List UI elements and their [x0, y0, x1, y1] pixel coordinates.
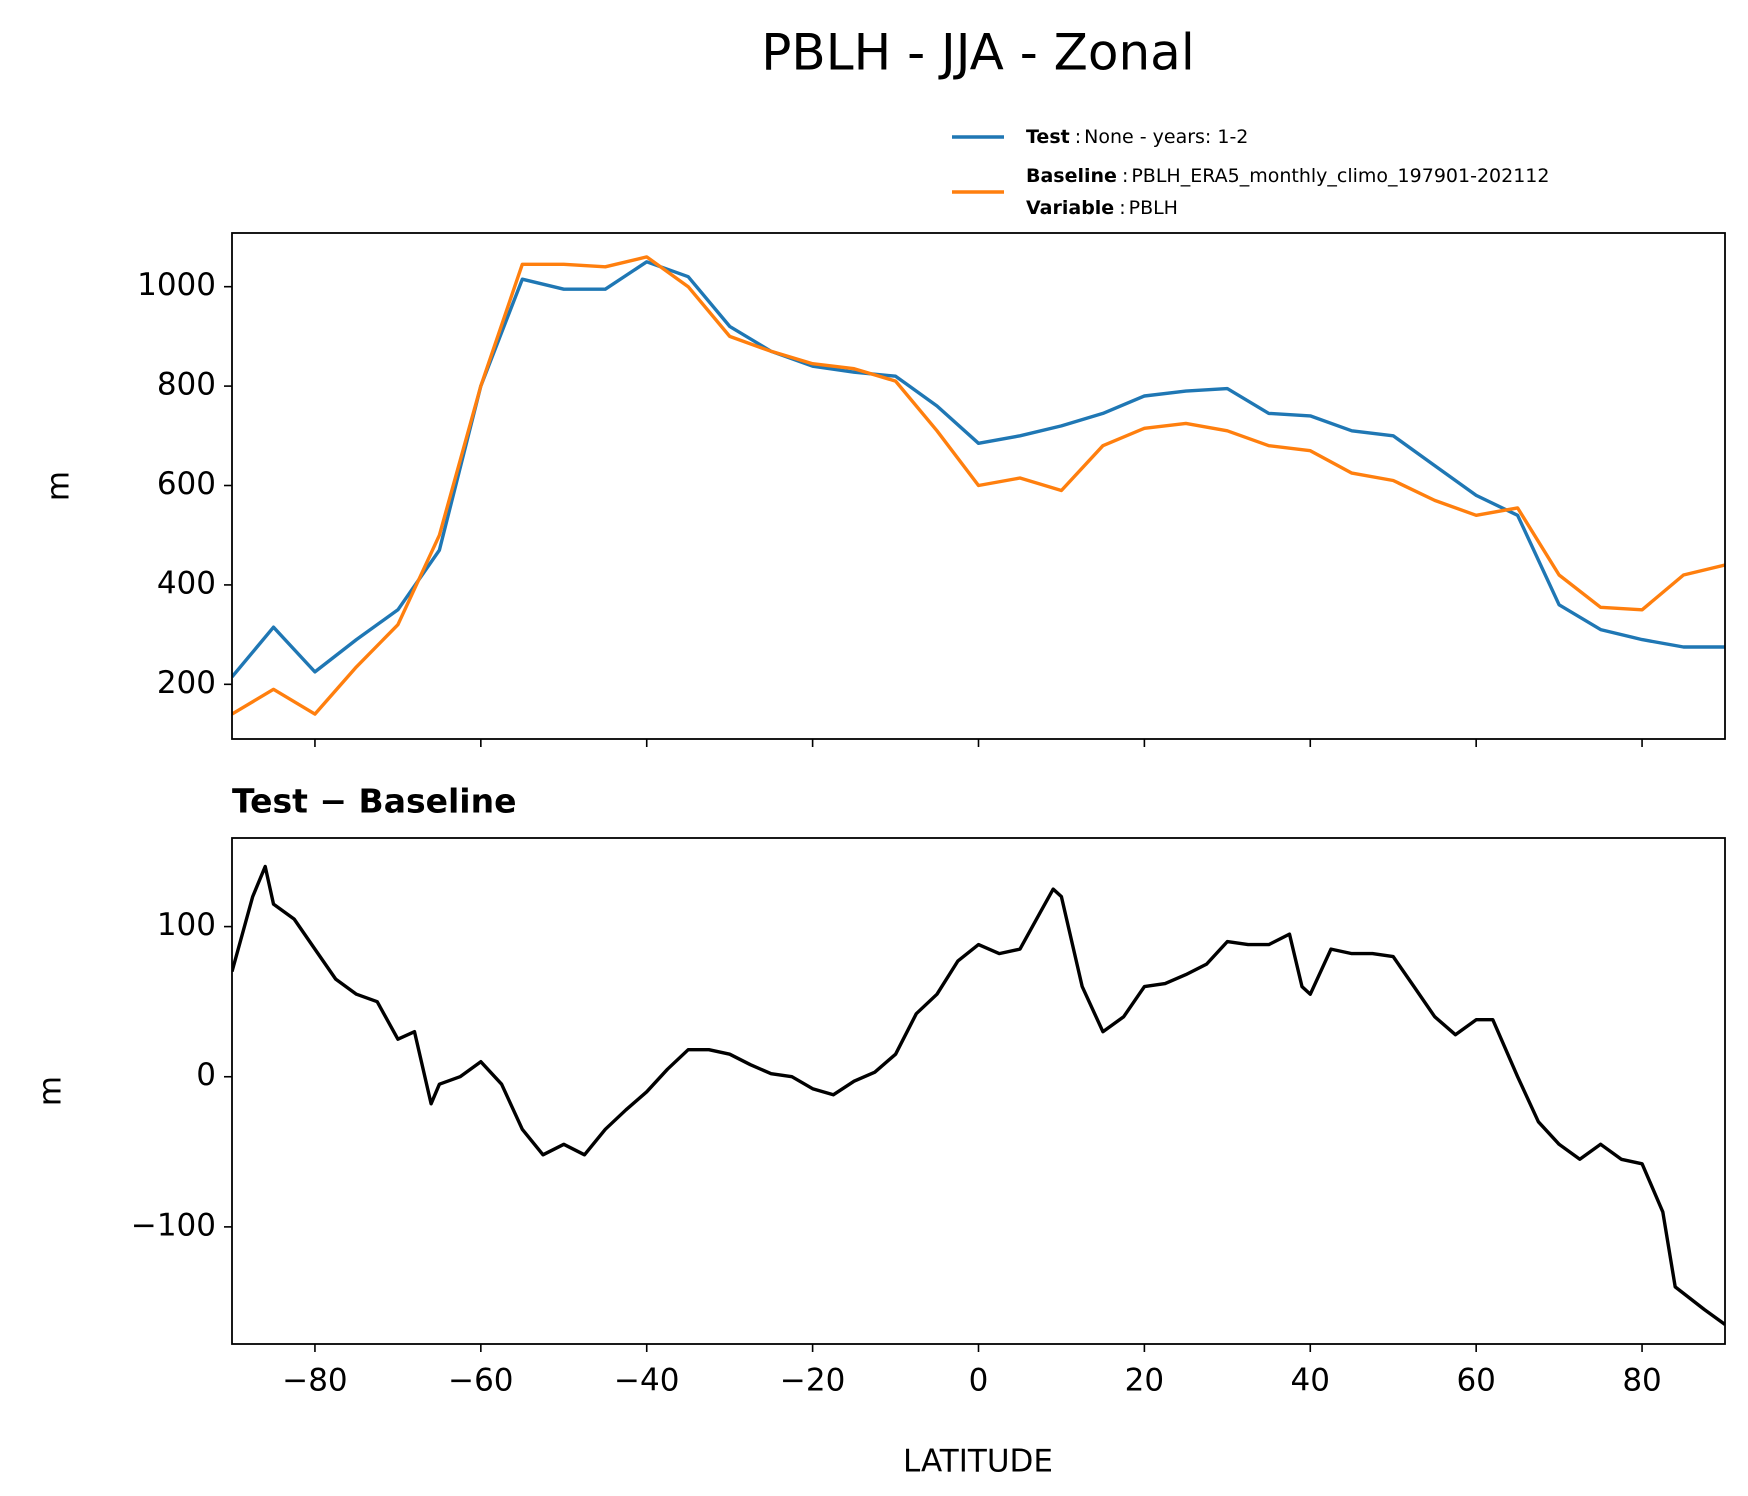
variable-label: Variable: [1026, 197, 1114, 219]
legend-entry: Baseline: PBLH_ERA5_monthly_climo_197901-…: [1026, 165, 1549, 187]
axes-frame: [231, 837, 1726, 1345]
x-tick-label: −60: [448, 1363, 513, 1399]
legend-name: Baseline: [1026, 165, 1117, 187]
y-tick-label: 0: [196, 1057, 216, 1093]
x-axis-label: LATITUDE: [903, 1444, 1053, 1480]
y-axis-label: m: [33, 1076, 69, 1106]
x-tick-label: 40: [1291, 1363, 1330, 1399]
y-tick-label: −100: [131, 1207, 216, 1243]
axes-frame: [231, 232, 1726, 740]
y-tick-label: 600: [157, 466, 216, 502]
plot-area: [232, 864, 1725, 1326]
legend-separator: :: [1075, 126, 1081, 148]
x-tick-label: 0: [969, 1363, 989, 1399]
x-tick-label: −40: [614, 1363, 679, 1399]
variable-value: PBLH: [1129, 197, 1178, 219]
legend-description: PBLH_ERA5_monthly_climo_197901-202112: [1131, 165, 1549, 187]
legend-separator: :: [1122, 165, 1128, 187]
y-tick-label: 100: [157, 907, 216, 943]
data-line: [232, 864, 1725, 1326]
y-tick-label: 400: [157, 565, 216, 601]
data-line: [232, 255, 1725, 716]
legend-entry: Test: None - years: 1-2: [1026, 126, 1248, 148]
x-tick-label: −20: [780, 1363, 845, 1399]
subplot-title: Test − Baseline: [232, 782, 517, 821]
x-tick-label: 20: [1125, 1363, 1164, 1399]
x-tick-label: 60: [1456, 1363, 1495, 1399]
x-tick-label: 80: [1622, 1363, 1661, 1399]
y-tick-label: 1000: [137, 267, 216, 303]
legend-description: None - years: 1-2: [1084, 126, 1248, 148]
legend-variable: Variable: PBLH: [1026, 197, 1178, 219]
chart-title: PBLH - JJA - Zonal: [761, 24, 1194, 82]
legend-name: Test: [1026, 126, 1070, 148]
y-tick-label: 800: [157, 367, 216, 403]
y-tick-label: 200: [157, 665, 216, 701]
y-axis-label: m: [41, 471, 77, 501]
legend-separator: :: [1119, 197, 1125, 219]
x-tick-label: −80: [282, 1363, 347, 1399]
plot-area: [232, 255, 1725, 716]
